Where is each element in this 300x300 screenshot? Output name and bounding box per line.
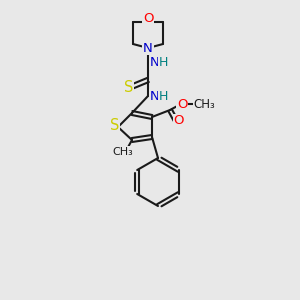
Text: N: N	[143, 41, 153, 55]
Text: O: O	[177, 98, 187, 110]
Text: O: O	[174, 115, 184, 128]
Text: S: S	[110, 118, 120, 134]
Text: S: S	[124, 80, 134, 94]
Text: N: N	[150, 89, 160, 103]
Text: CH₃: CH₃	[112, 147, 134, 157]
Text: H: H	[158, 56, 168, 70]
Text: CH₃: CH₃	[193, 98, 215, 110]
Text: H: H	[158, 89, 168, 103]
Text: N: N	[150, 56, 160, 70]
Text: O: O	[143, 13, 153, 26]
